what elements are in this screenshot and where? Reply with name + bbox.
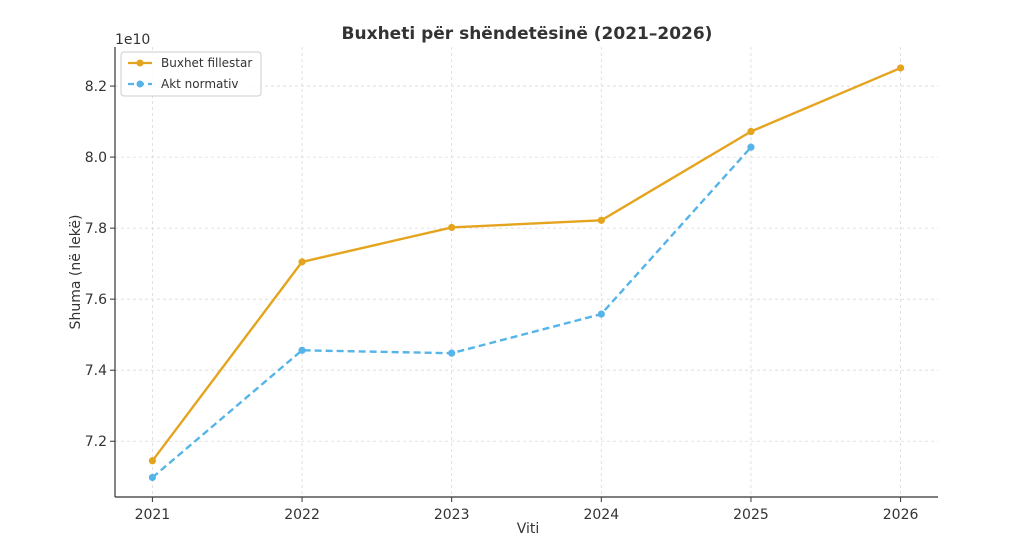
data-point-akt-normativ bbox=[597, 310, 605, 318]
x-tick-label: 2021 bbox=[135, 507, 171, 523]
y-tick-label: 8.2 bbox=[85, 79, 107, 95]
y-tick-label: 7.8 bbox=[85, 221, 107, 237]
x-axis-label: Viti bbox=[517, 521, 540, 537]
y-tick-label: 7.2 bbox=[85, 434, 107, 450]
legend: Buxhet fillestar Akt normativ bbox=[120, 51, 262, 97]
legend-marker-buxhet-fillestar bbox=[136, 59, 144, 67]
grid bbox=[115, 47, 938, 497]
legend-label-akt-normativ: Akt normativ bbox=[161, 77, 239, 91]
data-point-buxhet-fillestar bbox=[148, 457, 157, 465]
x-tick-label: 2025 bbox=[733, 507, 769, 523]
series-line-buxhet-fillestar bbox=[151, 66, 902, 462]
y-tick-label: 7.6 bbox=[85, 292, 107, 308]
x-tick-label: 2026 bbox=[883, 507, 919, 523]
x-ticks: 2021 2022 2023 2024 2025 2026 bbox=[135, 497, 919, 523]
y-tick-label: 7.4 bbox=[85, 363, 107, 379]
data-point-buxhet-fillestar bbox=[747, 127, 755, 136]
data-point-akt-normativ bbox=[298, 346, 306, 354]
y-tick-label: 8.0 bbox=[85, 150, 107, 166]
x-tick-label: 2023 bbox=[434, 507, 470, 523]
data-point-buxhet-fillestar bbox=[448, 223, 456, 232]
y-axis-label: Shuma (në lekë) bbox=[68, 215, 84, 330]
data-point-akt-normativ bbox=[747, 143, 755, 151]
data-point-akt-normativ bbox=[448, 349, 456, 357]
legend-box bbox=[120, 51, 262, 97]
data-point-buxhet-fillestar bbox=[896, 64, 905, 72]
data-point-buxhet-fillestar bbox=[298, 258, 306, 266]
chart-title: Buxheti për shëndetësinë (2021–2026) bbox=[342, 24, 713, 44]
x-tick-label: 2024 bbox=[583, 507, 619, 523]
y-offset-label: 1e10 bbox=[115, 32, 150, 48]
series-layer bbox=[148, 64, 905, 482]
x-tick-label: 2022 bbox=[284, 507, 320, 523]
y-ticks: 7.2 7.4 7.6 7.8 8.0 8.2 bbox=[85, 79, 115, 450]
data-point-akt-normativ bbox=[148, 473, 157, 482]
legend-label-buxhet-fillestar: Buxhet fillestar bbox=[161, 56, 252, 70]
legend-marker-akt-normativ bbox=[136, 80, 144, 88]
data-point-buxhet-fillestar bbox=[597, 216, 605, 224]
